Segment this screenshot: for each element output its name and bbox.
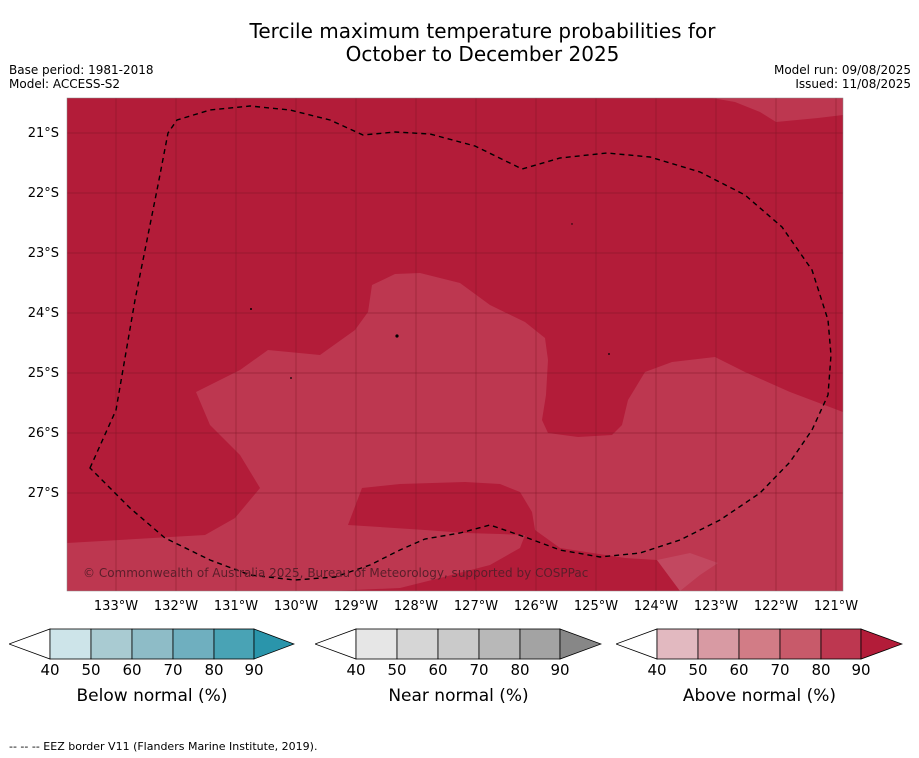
eez-legend-note: -- -- -- EEZ border V11 (Flanders Marine… xyxy=(9,740,318,753)
lat-label: 22°S xyxy=(27,186,59,201)
swatch xyxy=(131,628,174,660)
swatch xyxy=(820,628,862,660)
meta-right: Model run: 09/08/2025 Issued: 11/08/2025 xyxy=(774,63,911,91)
lat-label: 27°S xyxy=(27,486,59,501)
tick-label: 80 xyxy=(510,661,530,679)
probability-map xyxy=(66,97,844,592)
swatch xyxy=(559,628,603,660)
chart-title: Tercile maximum temperature probabilitie… xyxy=(0,20,919,66)
tick-label: 90 xyxy=(851,661,871,679)
lon-label: 127°W xyxy=(453,599,499,614)
swatch xyxy=(213,628,255,660)
lon-label: 124°W xyxy=(633,599,679,614)
swatch xyxy=(396,628,439,660)
colorbar-near-normal: 40 50 60 70 80 90 Near normal (%) xyxy=(313,628,603,708)
lighter-region-main xyxy=(67,273,843,591)
tick-label: 40 xyxy=(346,661,366,679)
swatch xyxy=(437,628,480,660)
title-line-2: October to December 2025 xyxy=(345,42,620,66)
colorbar-below-normal-swatches xyxy=(7,628,296,660)
tick-label: 70 xyxy=(469,661,489,679)
model-name: Model: ACCESS-S2 xyxy=(9,77,121,91)
tick-label: 90 xyxy=(244,661,264,679)
lat-label: 26°S xyxy=(27,426,59,441)
lon-label: 121°W xyxy=(813,599,859,614)
lon-label: 130°W xyxy=(273,599,319,614)
colorbar-below-normal: 40 50 60 70 80 90 Below normal (%) xyxy=(7,628,296,708)
lon-label: 133°W xyxy=(93,599,139,614)
lon-label: 128°W xyxy=(393,599,439,614)
colorbar-near-normal-swatches xyxy=(313,628,603,660)
lat-label: 23°S xyxy=(27,246,59,261)
colorbar-caption: Near normal (%) xyxy=(388,686,529,706)
swatch xyxy=(253,628,296,660)
tick-label: 90 xyxy=(550,661,570,679)
tick-label: 40 xyxy=(40,661,60,679)
swatch xyxy=(519,628,561,660)
islands xyxy=(250,223,610,379)
tick-label: 60 xyxy=(428,661,448,679)
meta-left: Base period: 1981-2018 Model: ACCESS-S2 xyxy=(9,63,154,91)
copyright-notice: © Commonwealth of Australia 2025, Bureau… xyxy=(83,566,589,580)
tick-label: 70 xyxy=(163,661,183,679)
eez-border xyxy=(89,105,832,581)
swatch xyxy=(860,628,904,660)
model-run: Model run: 09/08/2025 xyxy=(773,63,911,77)
map-frame xyxy=(66,97,844,592)
tick-label: 50 xyxy=(81,661,101,679)
lon-label: 122°W xyxy=(753,599,799,614)
swatch xyxy=(172,628,215,660)
tick-label: 50 xyxy=(688,661,708,679)
issued-date: Issued: 11/08/2025 xyxy=(795,77,911,91)
tick-label: 60 xyxy=(729,661,749,679)
tick-label: 80 xyxy=(811,661,831,679)
lon-label: 131°W xyxy=(213,599,259,614)
lat-label: 24°S xyxy=(27,306,59,321)
swatch xyxy=(49,628,92,660)
tick-label: 70 xyxy=(770,661,790,679)
tick-label: 40 xyxy=(647,661,667,679)
lon-label: 125°W xyxy=(573,599,619,614)
swatch xyxy=(478,628,521,660)
lat-label: 25°S xyxy=(27,366,59,381)
tick-label: 50 xyxy=(387,661,407,679)
lighter-region-bottom-right xyxy=(657,553,718,591)
colorbar-above-normal: 40 50 60 70 80 90 Above normal (%) xyxy=(614,628,904,708)
colorbar-caption: Above normal (%) xyxy=(682,686,837,706)
tick-label: 60 xyxy=(122,661,142,679)
colorbar-caption: Below normal (%) xyxy=(76,686,228,706)
tick-label: 80 xyxy=(204,661,224,679)
lon-label: 129°W xyxy=(333,599,379,614)
title-line-1: Tercile maximum temperature probabilitie… xyxy=(249,19,716,43)
colorbar-above-normal-swatches xyxy=(614,628,904,660)
base-period: Base period: 1981-2018 xyxy=(9,63,154,77)
lon-label: 132°W xyxy=(153,599,199,614)
graticule xyxy=(67,98,843,591)
lon-label: 123°W xyxy=(693,599,739,614)
swatch xyxy=(779,628,822,660)
lighter-region-top-right xyxy=(712,98,843,122)
swatch xyxy=(90,628,133,660)
swatch xyxy=(355,628,398,660)
lon-label: 126°W xyxy=(513,599,559,614)
swatch xyxy=(738,628,781,660)
swatch xyxy=(656,628,699,660)
lat-label: 21°S xyxy=(27,126,59,141)
swatch xyxy=(697,628,740,660)
